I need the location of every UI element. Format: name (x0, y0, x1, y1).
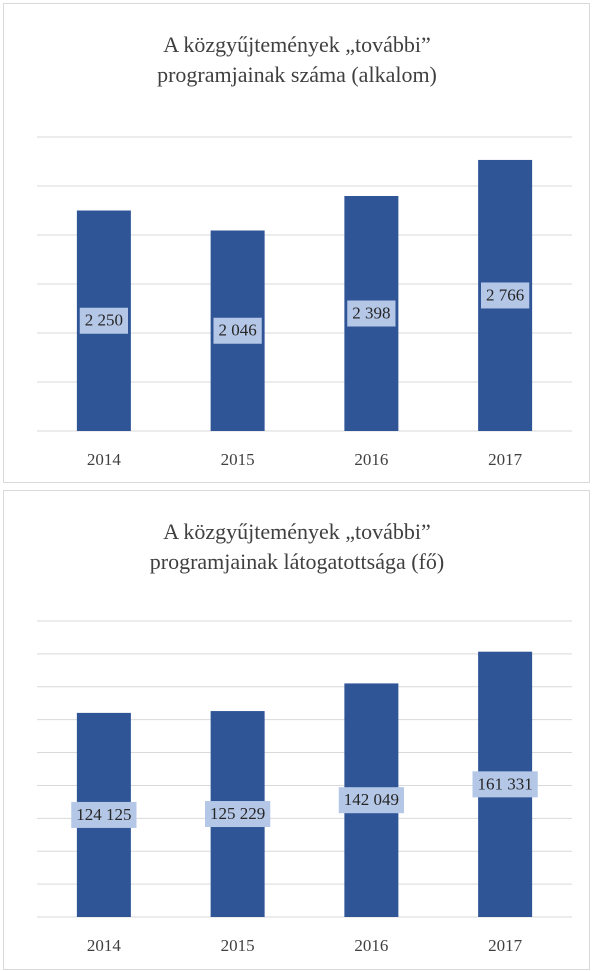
data-label-box (213, 317, 262, 344)
data-label: 161 331 (478, 774, 533, 793)
data-label: 2 398 (352, 303, 390, 322)
data-label-box (205, 801, 271, 828)
x-tick-label: 2015 (221, 450, 255, 469)
chart-title: programjainak látogatottsága (fő) (150, 549, 444, 574)
data-label: 2 766 (486, 285, 524, 304)
data-label: 2 046 (219, 321, 257, 340)
data-label: 125 229 (210, 804, 265, 823)
x-tick-label: 2016 (354, 450, 388, 469)
x-tick-label: 2015 (221, 936, 255, 955)
data-label-box (347, 300, 396, 327)
data-label-box (338, 787, 404, 814)
x-tick-label: 2016 (354, 936, 388, 955)
chart-frame (3, 3, 590, 483)
data-label-box (481, 282, 530, 309)
chart-title: A közgyűjtemények „további” (163, 519, 431, 544)
data-label-box (472, 771, 538, 798)
chart-frame (3, 490, 590, 970)
data-label-box (79, 307, 128, 334)
data-label: 2 250 (85, 311, 123, 330)
chart-title: programjainak száma (alkalom) (157, 62, 437, 87)
data-label: 142 049 (344, 790, 399, 809)
chart-title: A közgyűjtemények „további” (163, 32, 431, 57)
x-tick-label: 2017 (488, 936, 523, 955)
data-label: 124 125 (76, 805, 131, 824)
x-tick-label: 2017 (488, 450, 523, 469)
x-tick-label: 2014 (87, 450, 122, 469)
x-tick-label: 2014 (87, 936, 122, 955)
data-label-box (71, 801, 137, 828)
